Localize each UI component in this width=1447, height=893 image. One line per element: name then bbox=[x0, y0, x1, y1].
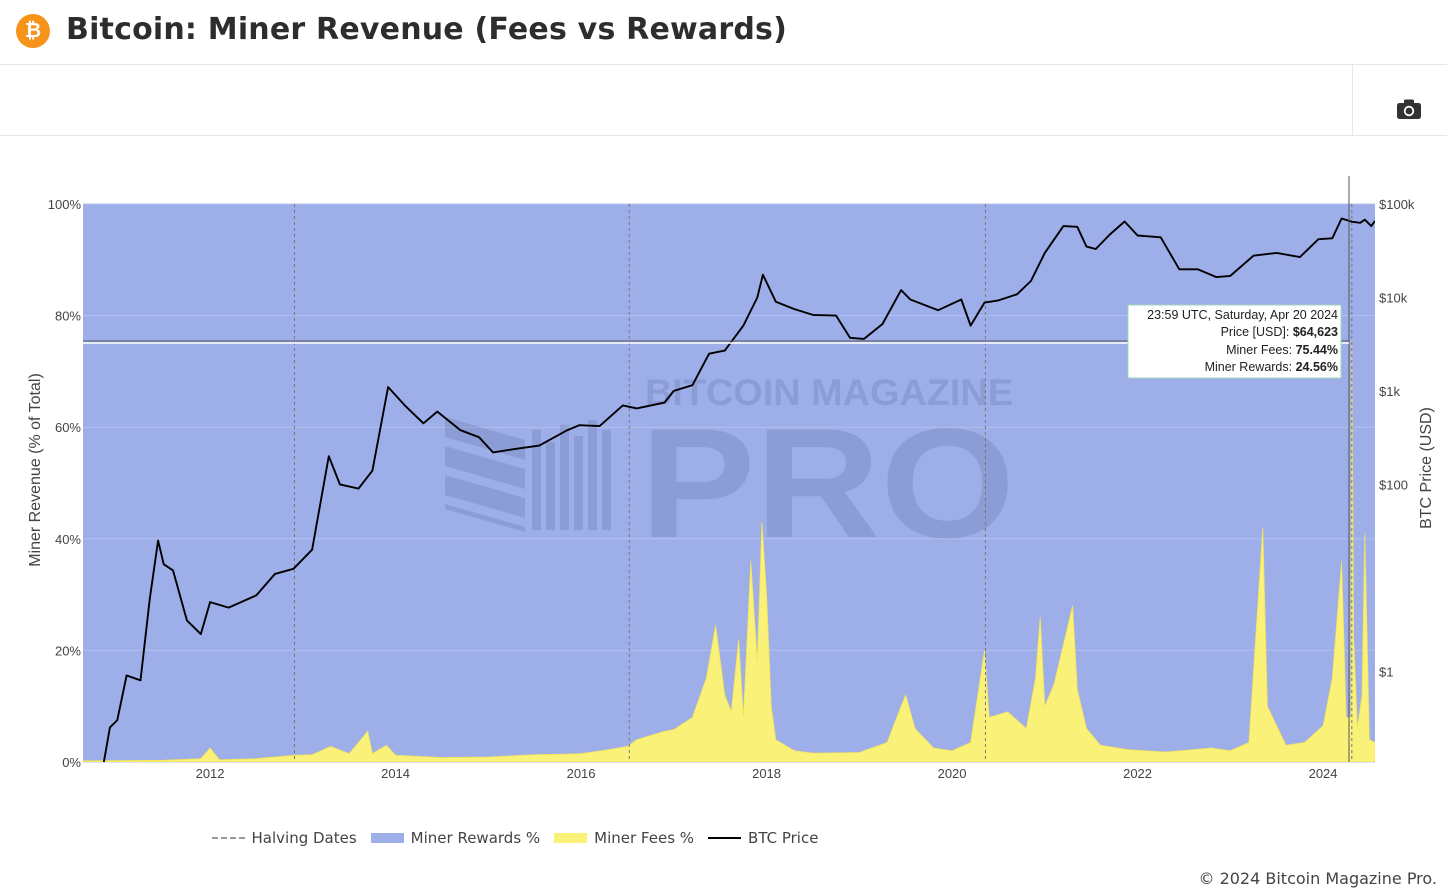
y2-tick-label: $100k bbox=[1379, 197, 1415, 212]
camera-icon[interactable] bbox=[1395, 97, 1423, 121]
x-tick-label: 2020 bbox=[938, 766, 967, 781]
chart[interactable]: BITCOIN MAGAZINE PRO 2012 2014 2016 2018 202… bbox=[0, 136, 1447, 816]
legend-fees-label: Miner Fees % bbox=[594, 829, 695, 847]
y2-axis-title: BTC Price (USD) bbox=[1418, 407, 1435, 529]
y2-tick-label: $100 bbox=[1379, 477, 1408, 492]
watermark-line2: PRO bbox=[640, 397, 1015, 571]
y-axis-ticks: 0% 20% 40% 60% 80% 100% bbox=[48, 197, 82, 770]
x-axis-ticks: 2012 2014 2016 2018 2020 2022 2024 bbox=[196, 766, 1338, 781]
tooltip-fees-value: 75.44% bbox=[1296, 343, 1338, 357]
y2-tick-label: $10k bbox=[1379, 290, 1408, 305]
x-tick-label: 2016 bbox=[567, 766, 596, 781]
btc-price-line bbox=[102, 217, 1375, 762]
tooltip-price-value: $64,623 bbox=[1293, 325, 1338, 339]
y-tick-label: 40% bbox=[55, 532, 81, 547]
tooltip-price-label: Price [USD]: bbox=[1221, 325, 1290, 339]
watermark-logo-icon bbox=[445, 417, 611, 532]
x-tick-label: 2024 bbox=[1309, 766, 1338, 781]
legend-price-swatch bbox=[708, 837, 742, 839]
page-title: Bitcoin: Miner Revenue (Fees vs Rewards) bbox=[66, 12, 787, 47]
legend-item-fees[interactable]: Miner Fees % bbox=[554, 829, 694, 847]
tooltip-rewards-label: Miner Rewards: bbox=[1205, 360, 1293, 374]
x-tick-label: 2022 bbox=[1123, 766, 1152, 781]
svg-text:Miner Fees: 75.4: Miner Fees: 75.44% bbox=[1226, 343, 1338, 357]
halving-lines bbox=[293, 204, 1353, 762]
y-tick-label: 80% bbox=[55, 309, 81, 324]
svg-text:Price [USD]: $64: Price [USD]: $64,623 bbox=[1221, 325, 1338, 339]
tooltip-box bbox=[1127, 304, 1342, 379]
y2-tick-label: $1 bbox=[1379, 664, 1393, 679]
legend: Halving Dates Miner Rewards % Miner Fees… bbox=[0, 826, 1030, 850]
y-tick-label: 20% bbox=[55, 643, 81, 658]
y2-axis-ticks: $1 $100 $1k $10k $100k bbox=[1379, 197, 1415, 679]
y2-tick-label: $1k bbox=[1379, 384, 1400, 399]
y-tick-label: 100% bbox=[48, 197, 82, 212]
legend-rewards-swatch bbox=[370, 833, 404, 843]
x-tick-label: 2018 bbox=[752, 766, 781, 781]
x-tick-label: 2014 bbox=[381, 766, 410, 781]
legend-item-halving[interactable]: Halving Dates bbox=[211, 829, 357, 847]
legend-item-price[interactable]: BTC Price bbox=[708, 829, 818, 847]
tooltip-fees-label: Miner Fees: bbox=[1226, 343, 1292, 357]
chart-toolbar bbox=[0, 65, 1447, 136]
y-axis-title: Miner Revenue (% of Total) bbox=[27, 373, 44, 567]
svg-text:Miner Rewards: 2: Miner Rewards: 24.56% bbox=[1205, 360, 1338, 374]
tooltip-date: 23:59 UTC, Saturday, Apr 20 2024 bbox=[1147, 308, 1338, 322]
hover-tooltip: 23:59 UTC, Saturday, Apr 20 2024 Price [… bbox=[1127, 304, 1342, 379]
tooltip-rewards-value: 24.56% bbox=[1296, 360, 1338, 374]
toolbar-divider bbox=[1352, 65, 1353, 135]
bitcoin-logo-icon: ₿ bbox=[16, 14, 50, 48]
plot-background bbox=[83, 204, 1375, 762]
legend-item-rewards[interactable]: Miner Rewards % bbox=[370, 829, 541, 847]
x-tick-label: 2012 bbox=[196, 766, 225, 781]
miner-fees-area bbox=[83, 340, 1375, 762]
legend-halving-swatch bbox=[211, 837, 245, 839]
legend-price-label: BTC Price bbox=[748, 829, 819, 847]
legend-fees-swatch bbox=[554, 833, 588, 843]
legend-halving-label: Halving Dates bbox=[251, 829, 357, 847]
watermark: BITCOIN MAGAZINE PRO bbox=[445, 372, 1015, 571]
y-tick-label: 60% bbox=[55, 420, 81, 435]
y-tick-label: 0% bbox=[62, 755, 81, 770]
copyright-text: © 2024 Bitcoin Magazine Pro. bbox=[1198, 869, 1437, 888]
legend-rewards-label: Miner Rewards % bbox=[410, 829, 541, 847]
header: ₿ Bitcoin: Miner Revenue (Fees vs Reward… bbox=[0, 0, 1447, 65]
watermark-line1: BITCOIN MAGAZINE bbox=[645, 372, 1013, 413]
